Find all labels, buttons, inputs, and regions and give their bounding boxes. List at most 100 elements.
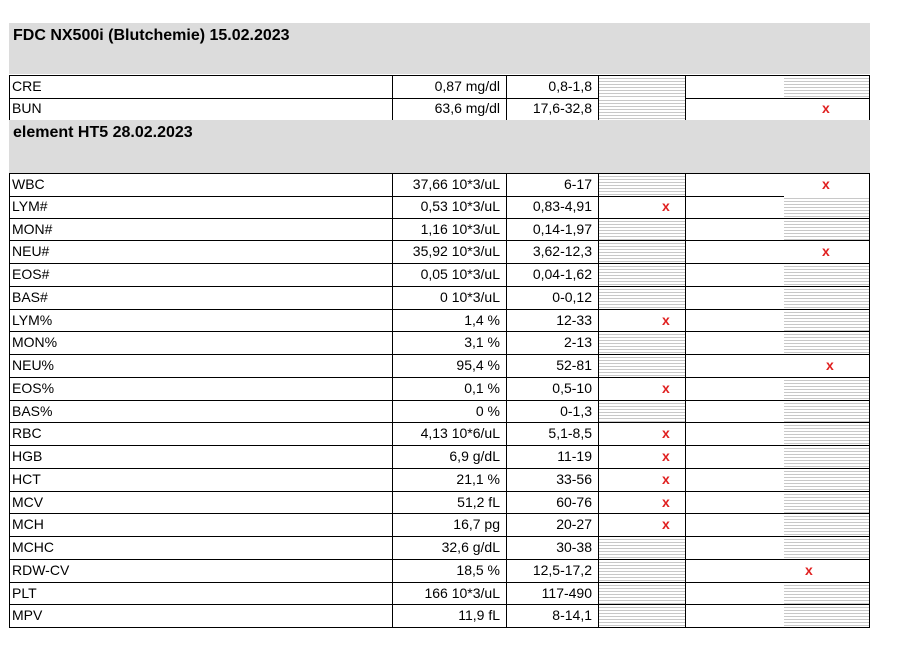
flag-cell-low (599, 286, 686, 309)
flag-cell-high (784, 309, 869, 332)
parameter-name: RDW-CV (10, 559, 393, 582)
result-value: 4,13 10*6/uL (393, 423, 507, 445)
reference-range: 11-19 (507, 446, 599, 468)
parameter-name: NEU% (10, 355, 393, 377)
parameter-name: NEU# (10, 241, 393, 263)
flag-cell-high (784, 468, 869, 491)
table-row: RDW-CV 18,5 % 12,5-17,2 x (9, 559, 870, 583)
flag-mark: x (822, 99, 830, 116)
table-row: MON%3,1 %2-13x (9, 332, 870, 355)
reference-range: 12,5-17,2 (507, 559, 599, 582)
table-row: HGB 6,9 g/dL 11-19 x (9, 446, 870, 469)
flag-cell-low (599, 582, 686, 605)
reference-range: 0,83-4,91 (507, 195, 599, 218)
reference-range: 0,14-1,97 (507, 218, 599, 241)
result-value: 37,66 10*3/uL (393, 174, 507, 196)
flag-cell-high: x (784, 241, 869, 263)
result-value: 32,6 g/dL (393, 537, 507, 559)
flag-cell-low (599, 264, 686, 286)
parameter-name: PLT (10, 582, 393, 605)
parameter-name: MPV (10, 605, 393, 627)
table-row: RBC 4,13 10*6/uL 5,1-8,5 x (9, 423, 870, 446)
result-value: 18,5 % (393, 559, 507, 582)
result-value: 1,4 % (393, 309, 507, 332)
flag-cell-low (599, 174, 686, 196)
flag-cell-low (599, 605, 686, 627)
table-row: EOS#0,05 10*3/uL0,04-1,62x (9, 264, 870, 287)
section-title: element HT5 28.02.2023 (13, 124, 193, 141)
section-title: FDC NX500i (Blutchemie) 15.02.2023 (13, 27, 290, 44)
flag-cell-high (784, 582, 869, 605)
table-row: BAS%0 %0-1,3x (9, 400, 870, 424)
flag-cell-low (599, 97, 686, 120)
flag-cell-high (784, 537, 869, 559)
flag-cell-low: x (599, 446, 686, 468)
table-row: EOS% 0,1 % 0,5-10 x (9, 377, 870, 401)
flag-cell-high: x (784, 174, 869, 196)
parameter-name: CRE (10, 76, 393, 98)
flag-cell-low: x (599, 491, 686, 514)
flag-mark: x (822, 243, 830, 260)
flag-cell-high (784, 423, 869, 445)
flag-cell-high (784, 264, 869, 286)
flag-cell-low: x (599, 195, 686, 218)
parameter-name: BUN (10, 97, 393, 120)
flag-cell-high (784, 514, 869, 536)
parameter-name: LYM% (10, 309, 393, 332)
parameter-name: EOS% (10, 377, 393, 400)
table-row: BUN 63,6 mg/dl 17,6-32,8 x (9, 97, 870, 121)
reference-range: 8-14,1 (507, 605, 599, 627)
table-row: LYM% 1,4 % 12-33 x (9, 309, 870, 333)
parameter-name: LYM# (10, 195, 393, 218)
flag-cell-high (784, 76, 869, 98)
flag-cell-low (599, 559, 686, 582)
result-value: 0,1 % (393, 377, 507, 400)
result-value: 21,1 % (393, 468, 507, 491)
reference-range: 0,8-1,8 (507, 76, 599, 98)
parameter-name: MCH (10, 514, 393, 536)
flag-cell-high (784, 286, 869, 309)
section-header-blutchemie: FDC NX500i (Blutchemie) 15.02.2023 (9, 23, 870, 74)
reference-range: 17,6-32,8 (507, 97, 599, 120)
result-value: 3,1 % (393, 332, 507, 354)
reference-range: 6-17 (507, 174, 599, 196)
flag-cell-low (599, 218, 686, 241)
flag-mark: x (662, 493, 670, 510)
table-row: BAS#0 10*3/uL0-0,12x (9, 286, 870, 310)
flag-mark: x (662, 516, 670, 533)
reference-range: 52-81 (507, 355, 599, 377)
result-value: 1,16 10*3/uL (393, 218, 507, 241)
reference-range: 5,1-8,5 (507, 423, 599, 445)
flag-mark: x (662, 197, 670, 214)
flag-cell-high: x (784, 98, 869, 120)
reference-range: 0-0,12 (507, 286, 599, 309)
flag-cell-high (784, 605, 869, 627)
flag-mark: x (826, 357, 834, 373)
reference-range: 12-33 (507, 309, 599, 332)
parameter-name: MCHC (10, 537, 393, 559)
table-row: NEU# 35,92 10*3/uL 3,62-12,3 x (9, 241, 870, 264)
result-value: 95,4 % (393, 355, 507, 377)
flag-cell-low: x (599, 377, 686, 400)
flag-mark: x (662, 425, 670, 442)
reference-range: 3,62-12,3 (507, 241, 599, 263)
reference-range: 2-13 (507, 332, 599, 354)
flag-cell-high: x (784, 355, 869, 377)
result-value: 0 10*3/uL (393, 286, 507, 309)
reference-range: 0,04-1,62 (507, 264, 599, 286)
reference-range: 117-490 (507, 582, 599, 605)
parameter-name: WBC (10, 174, 393, 196)
flag-cell-high (784, 446, 869, 468)
flag-cell-low (599, 537, 686, 559)
parameter-name: HCT (10, 468, 393, 491)
result-value: 11,9 fL (393, 605, 507, 627)
reference-range: 0-1,3 (507, 400, 599, 423)
parameter-name: BAS# (10, 286, 393, 309)
flag-mark: x (662, 448, 670, 464)
flag-cell-low (599, 332, 686, 354)
parameter-name: BAS% (10, 400, 393, 423)
flag-cell-high (784, 377, 869, 400)
flag-cell-low: x (599, 468, 686, 491)
